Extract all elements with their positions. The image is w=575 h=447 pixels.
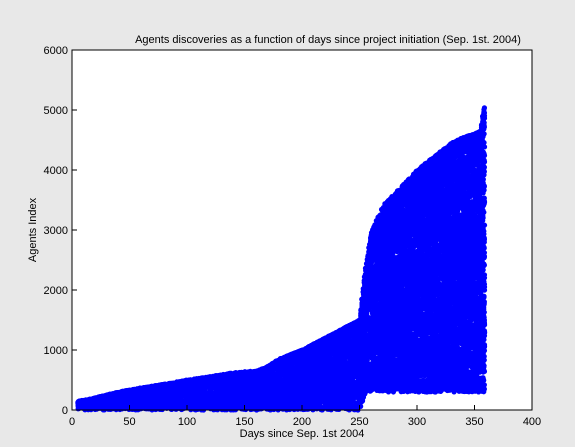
scatter-points: [75, 105, 488, 413]
